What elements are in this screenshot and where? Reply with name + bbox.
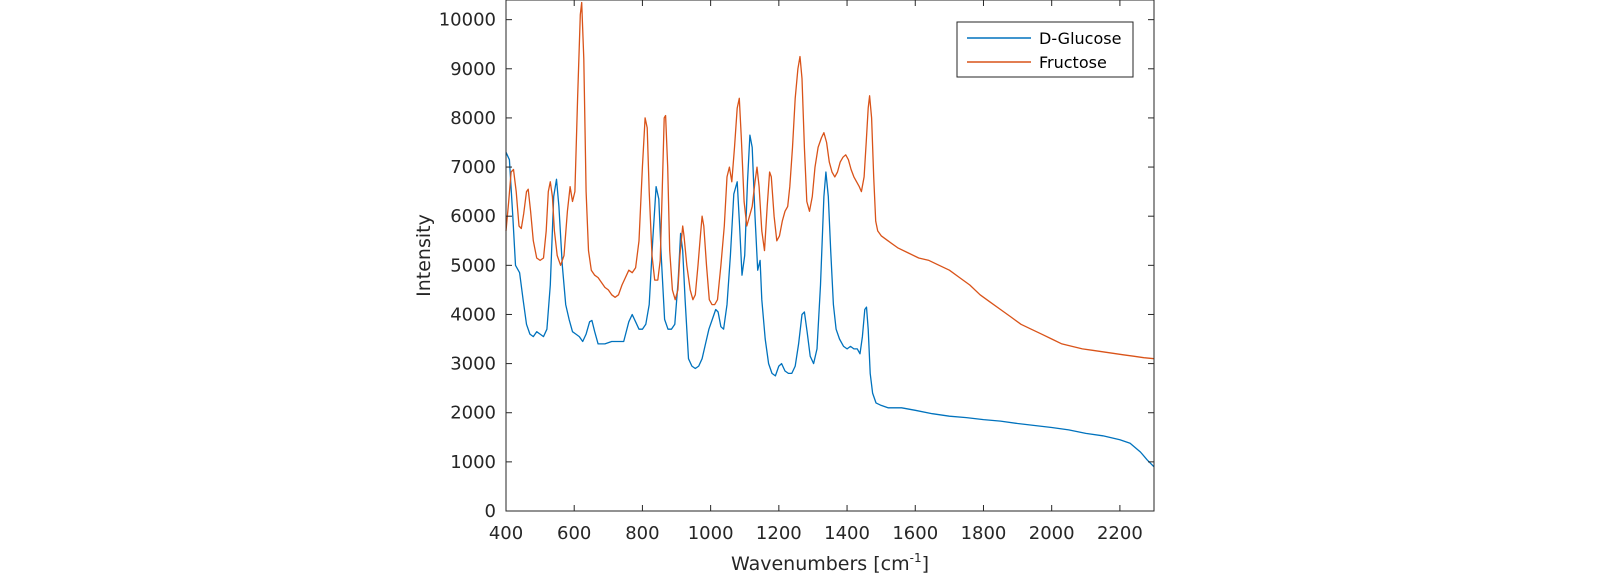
x-axis-label-close: ] [922, 553, 929, 575]
x-axis-label-main: Wavenumbers [cm [731, 553, 910, 575]
y-tick-label: 9000 [450, 59, 496, 80]
x-tick-label: 1800 [961, 523, 1007, 544]
x-tick-label: 1400 [824, 523, 870, 544]
legend-box [956, 21, 1134, 78]
legend-label-d-glucose: D-Glucose [1039, 29, 1121, 48]
x-tick-label: 400 [489, 523, 523, 544]
y-tick-label: 7000 [450, 157, 496, 178]
x-tick-label: 2000 [1029, 523, 1075, 544]
y-tick-label: 6000 [450, 206, 496, 227]
x-tick-label: 1000 [688, 523, 734, 544]
x-tick-label: 2200 [1097, 523, 1143, 544]
x-tick-label: 1600 [892, 523, 938, 544]
x-tick-label: 1200 [756, 523, 802, 544]
x-axis-label-superscript: -1 [910, 551, 922, 565]
x-tick-label: 800 [625, 523, 659, 544]
y-tick-label: 3000 [450, 354, 496, 375]
y-tick-label: 5000 [450, 255, 496, 276]
series-line-d-glucose [505, 134, 1155, 468]
ticks-layer: 400 600 800 1000 1200 1400 1600 1800 2000 2200 0 10… [439, 0, 1154, 544]
y-tick-label: 1000 [450, 452, 496, 473]
y-tick-label: 8000 [450, 108, 496, 129]
x-tick-label: 600 [557, 523, 591, 544]
x-axis-label: Wavenumbers [cm-1] [731, 551, 929, 575]
series-line-fructose [505, 1, 1155, 360]
series-layer [505, 1, 1155, 468]
y-tick-label: 10000 [439, 10, 496, 31]
y-tick-label: 4000 [450, 304, 496, 325]
labels-layer: Intensity Wavenumbers [cm-1] [413, 214, 929, 575]
legend: D-Glucose Fructose [956, 21, 1134, 78]
y-tick-label: 2000 [450, 403, 496, 424]
legend-label-fructose: Fructose [1039, 53, 1107, 72]
plot-frame [505, 0, 1155, 512]
y-axis-label: Intensity [413, 214, 435, 297]
y-tick-label: 0 [485, 501, 496, 522]
